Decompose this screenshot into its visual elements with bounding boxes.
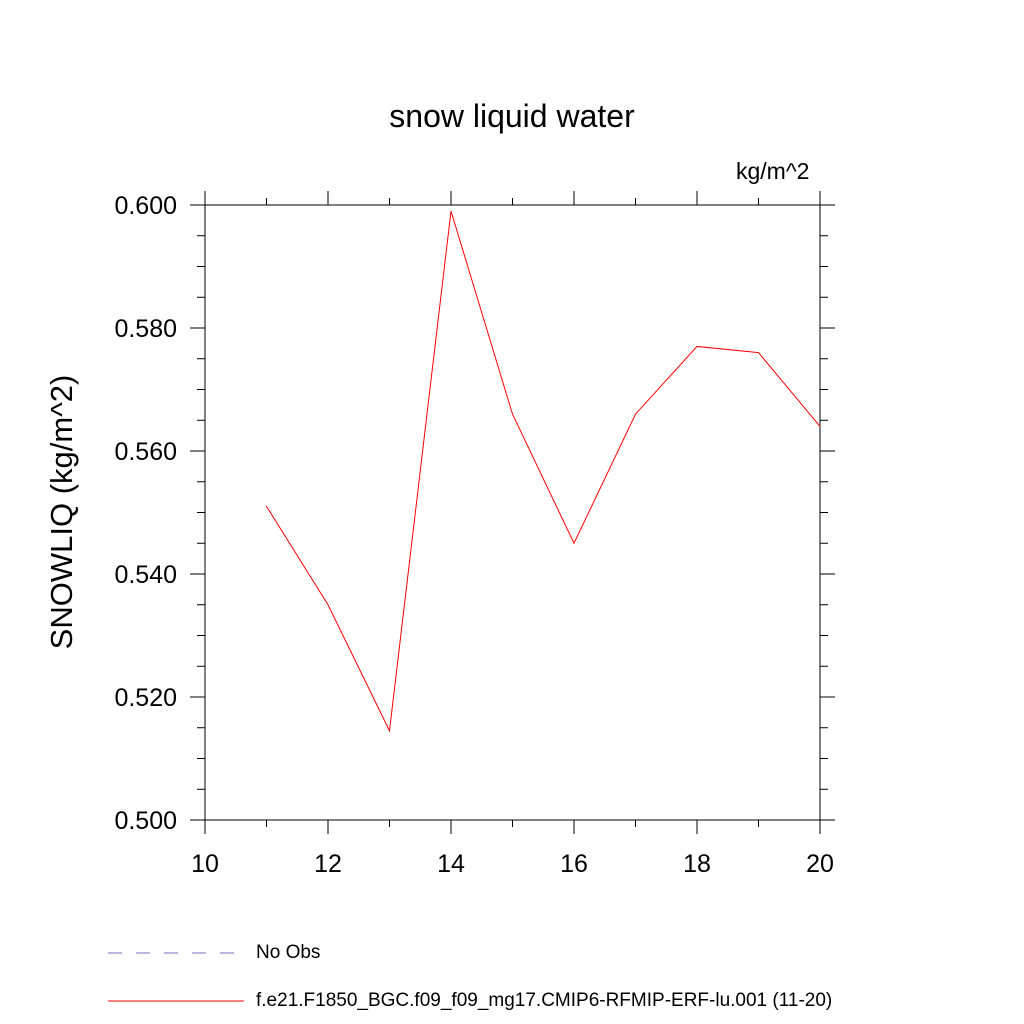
data-point — [512, 413, 513, 415]
legend-label-no-obs: No Obs — [256, 942, 321, 963]
y-tick-label: 0.600 — [114, 192, 177, 220]
y-tick-label: 0.500 — [114, 807, 177, 835]
data-point — [266, 505, 267, 507]
x-tick-label: 16 — [560, 850, 588, 878]
x-tick-label: 10 — [191, 850, 219, 878]
legend-swatch-solid — [108, 1000, 244, 1002]
unit-label: kg/m^2 — [736, 158, 810, 184]
data-point — [819, 425, 821, 427]
chart-title: snow liquid water — [389, 98, 635, 134]
y-tick-label: 0.560 — [114, 438, 177, 466]
legend-swatch-dashed — [108, 952, 244, 954]
legend-label-series: f.e21.F1850_BGC.f09_f09_mg17.CMIP6-RFMIP… — [256, 990, 833, 1011]
y-tick-label: 0.520 — [114, 684, 177, 712]
data-point — [389, 730, 390, 732]
y-tick-label: 0.540 — [114, 561, 177, 589]
plot-frame — [204, 204, 821, 821]
data-point — [327, 604, 329, 606]
x-tick-label: 20 — [806, 850, 834, 878]
data-point — [635, 413, 636, 415]
x-tick-label: 18 — [683, 850, 711, 878]
y-tick-label: 0.580 — [114, 315, 177, 343]
data-point — [573, 542, 575, 544]
series-line — [266, 211, 821, 733]
data-point — [758, 352, 759, 354]
x-tick-label: 14 — [437, 850, 465, 878]
data-point — [450, 210, 452, 212]
x-tick-label: 12 — [314, 850, 342, 878]
data-point — [696, 345, 698, 347]
